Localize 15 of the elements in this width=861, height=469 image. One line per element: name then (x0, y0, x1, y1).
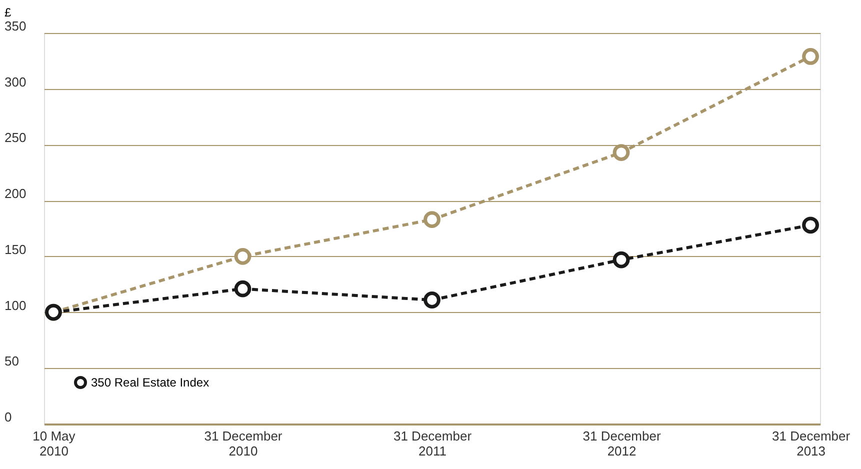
y-tick-label: 350 (4, 18, 26, 34)
x-tick-label: 10 May 2010 (32, 428, 76, 458)
y-tick-label: 50 (4, 354, 19, 369)
y-tick-label: 300 (4, 74, 26, 90)
x-tick-label: 31 December 2012 (582, 428, 662, 458)
y-axis-title: £ (4, 6, 12, 20)
x-tick-label: 31 December 2010 (204, 428, 283, 458)
y-tick-label: 0 (4, 410, 12, 424)
x-tick-label: 31 December 2013 (772, 428, 851, 458)
y-tick-label: 250 (4, 130, 26, 146)
legend-label: 350 Real Estate Index (91, 376, 210, 390)
y-tick-label: 150 (4, 242, 26, 257)
x-tick-label: 31 December 2011 (393, 428, 472, 458)
y-tick-label: 100 (4, 298, 26, 313)
y-tick-label: 200 (4, 186, 26, 202)
